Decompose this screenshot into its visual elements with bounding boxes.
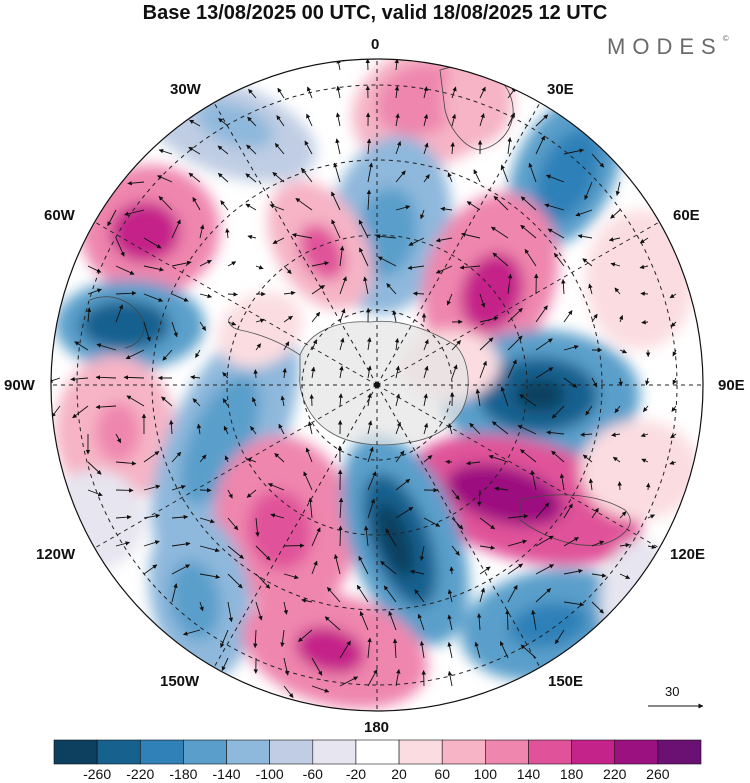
map-boundary [50, 58, 704, 712]
colorbar-box [485, 739, 529, 765]
colorbar-box [441, 739, 486, 765]
colorbar-box [226, 739, 270, 765]
lon-label-60e: 60E [673, 207, 700, 224]
colorbar-box [528, 739, 572, 765]
colorbar-box [183, 739, 227, 765]
colorbar-box [312, 739, 357, 765]
colorbar-tick-label: -60 [303, 766, 323, 782]
lon-label-60w: 60W [44, 207, 75, 224]
meridians [51, 59, 703, 711]
colorbar-tick-label: 220 [603, 766, 627, 782]
lon-label-120w: 120W [36, 546, 76, 563]
reference-vector-label: 30 [665, 684, 680, 699]
lon-label-30w: 30W [170, 81, 201, 98]
colorbar-tick-label: -100 [256, 766, 284, 782]
colorbar-tick-label: 140 [517, 766, 541, 782]
colorbar-tick-label: -140 [213, 766, 241, 782]
colorbar-box [96, 739, 141, 765]
colorbar-tick-label: -20 [346, 766, 366, 782]
lon-label-150e: 150E [548, 673, 584, 690]
lon-label-120e: 120E [670, 546, 706, 563]
lon-label-30e: 30E [547, 81, 574, 98]
lon-label-150w: 150W [160, 673, 200, 690]
antarctica-landmass [89, 65, 631, 546]
logo-mark: © [722, 34, 729, 43]
modes-logo: MODES© [607, 34, 729, 60]
colorbar-box [269, 739, 314, 765]
colorbar-tick-label: -220 [126, 766, 154, 782]
lon-label-0: 0 [371, 36, 380, 53]
colorbar-tick-label: 100 [474, 766, 498, 782]
colorbar-box [657, 739, 702, 765]
logo-text: MODES [607, 34, 723, 59]
lon-label-90w: 90W [4, 377, 35, 394]
colorbar-box [355, 739, 400, 765]
colorbar-tick-label: 60 [434, 766, 450, 782]
colorbar-tick-label: 20 [391, 766, 407, 782]
lon-label-180: 180 [364, 719, 390, 736]
map-title: Base 13/08/2025 00 UTC, valid 18/08/2025… [142, 2, 608, 24]
wind-vectors [51, 59, 677, 698]
colorbar-tick-label: 180 [560, 766, 584, 782]
colorbar-box [614, 739, 659, 765]
colorbar-box [53, 739, 98, 765]
lon-label-90e: 90E [718, 377, 745, 394]
colorbar-box [571, 739, 616, 765]
colorbar-box [398, 739, 443, 765]
colorbar-ticks: -260 -220 -180 -140 -100 -60 -20 20 60 100 140 180 2… [83, 766, 670, 782]
colorbar-tick-label: -180 [169, 766, 197, 782]
colorbar-tick-label: 260 [646, 766, 670, 782]
colorbar-box [139, 739, 184, 765]
colorbar-tick-label: -260 [83, 766, 111, 782]
colorbar-boxes [53, 739, 702, 765]
